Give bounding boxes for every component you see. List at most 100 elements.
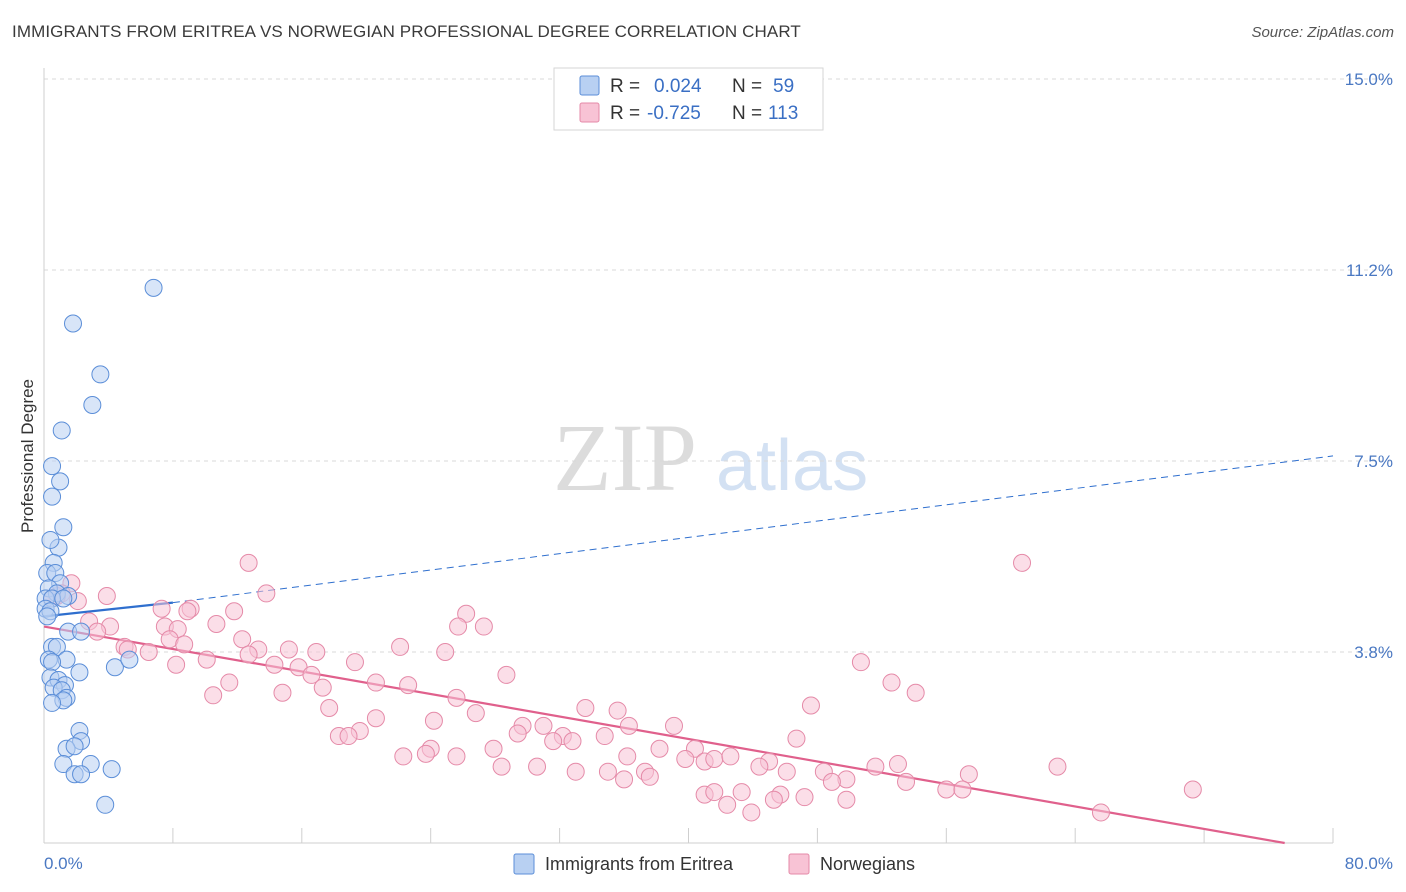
eritrea-point [43, 487, 62, 506]
stats-r-label-eritrea: R = [610, 76, 640, 97]
norwegians-point [225, 602, 244, 621]
eritrea-point [65, 737, 84, 756]
eritrea-point [54, 518, 73, 537]
eritrea-point [72, 622, 91, 641]
norwegians-point [618, 747, 637, 766]
y-axis-label: Professional Degree [18, 379, 37, 533]
norwegians-point [705, 783, 724, 802]
eritrea-point [105, 658, 124, 677]
norwegians-point [339, 727, 358, 746]
norwegians-point [595, 727, 614, 746]
stats-swatch-norway [579, 102, 600, 123]
norwegians-point [449, 617, 468, 636]
eritrea-point [43, 693, 62, 712]
norwegians-point [399, 676, 418, 695]
norwegians-point [544, 732, 563, 751]
norwegians-point [257, 584, 276, 603]
norwegians-point [175, 635, 194, 654]
legend-label-eritrea: Immigrants from Eritrea [545, 854, 734, 874]
norwegians-point [447, 747, 466, 766]
norwegians-point [837, 790, 856, 809]
source-credit: Source: ZipAtlas.com [1251, 24, 1394, 41]
legend-swatch-norway [788, 853, 810, 875]
norwegians-point [207, 614, 226, 633]
norwegians-point [566, 762, 585, 781]
norwegians-point [777, 762, 796, 781]
norwegians-point [239, 645, 258, 664]
norwegians-point [619, 716, 638, 735]
norwegians-point [233, 630, 252, 649]
eritrea-trend-line [43, 601, 174, 618]
eritrea-point [52, 421, 71, 440]
eritrea-point [91, 365, 110, 384]
stats-r-label-norway: R = [610, 103, 640, 124]
norwegians-point [279, 640, 298, 659]
norwegians-point [416, 744, 435, 763]
norwegians-point [718, 795, 737, 814]
norwegians-point [615, 770, 634, 789]
norwegians-point [366, 673, 385, 692]
norwegians-point [732, 783, 751, 802]
norwegians-point [664, 716, 683, 735]
norwegians-point [598, 762, 617, 781]
norwegians-point [424, 711, 443, 730]
norwegians-point [866, 757, 885, 776]
y-tick-label: 15.0% [1345, 70, 1393, 89]
norwegians-point [204, 686, 223, 705]
norwegians-point [650, 739, 669, 758]
norwegians-point [1013, 553, 1032, 572]
norwegians-point [576, 699, 595, 718]
norwegians-point [1048, 757, 1067, 776]
eritrea-point [96, 795, 115, 814]
norwegians-point [640, 767, 659, 786]
eritrea-point [70, 663, 89, 682]
norwegians-point [307, 643, 326, 661]
stats-n-value-norway: 113 [768, 103, 798, 124]
norwegians-point [563, 732, 582, 751]
norwegians-point [178, 602, 197, 621]
norwegians-point [366, 709, 385, 728]
norwegians-point [764, 790, 783, 809]
norwegians-point [888, 755, 907, 774]
norwegians-point [152, 599, 171, 618]
y-tick-label: 7.5% [1354, 452, 1393, 471]
norwegians-point [474, 617, 493, 636]
norwegians-point [167, 655, 186, 674]
norwegians-point [313, 678, 332, 697]
norwegians-point [906, 683, 925, 702]
eritrea-point [43, 457, 62, 476]
norwegians-point [897, 772, 916, 791]
norwegians-point [320, 699, 339, 718]
norwegians-point [608, 701, 627, 720]
eritrea-point [64, 314, 83, 333]
eritrea-trend-line-projection [172, 455, 1334, 604]
norwegians-point [721, 747, 740, 766]
norwegians-point [273, 683, 292, 702]
norwegians-point [705, 749, 724, 768]
eritrea-point [72, 765, 91, 784]
stats-swatch-eritrea [579, 75, 600, 96]
norwegians-points [43, 553, 1202, 822]
norwegians-point [239, 553, 258, 572]
norwegians-point [302, 665, 321, 684]
norwegians-point [1091, 803, 1110, 822]
norwegians-point [394, 747, 413, 766]
norwegians-point [265, 655, 284, 674]
norwegians-point [484, 739, 503, 758]
stats-n-label-eritrea: N = [732, 76, 762, 97]
norwegians-point [787, 729, 806, 748]
norwegians-point [447, 688, 466, 707]
y-tick-label: 3.8% [1354, 643, 1393, 662]
stats-n-label-norway: N = [732, 103, 762, 124]
norwegians-point [534, 716, 553, 735]
eritrea-points [36, 278, 163, 814]
x-ticks [43, 828, 1334, 843]
x-tick-label-min: 0.0% [44, 854, 83, 873]
watermark-zip: ZIP [553, 404, 697, 511]
trend-lines [43, 455, 1334, 845]
legend-swatch-eritrea [513, 853, 535, 875]
norwegians-point [528, 757, 547, 776]
eritrea-point [54, 755, 73, 774]
watermark-atlas: atlas [716, 426, 868, 506]
eritrea-point [102, 760, 121, 779]
